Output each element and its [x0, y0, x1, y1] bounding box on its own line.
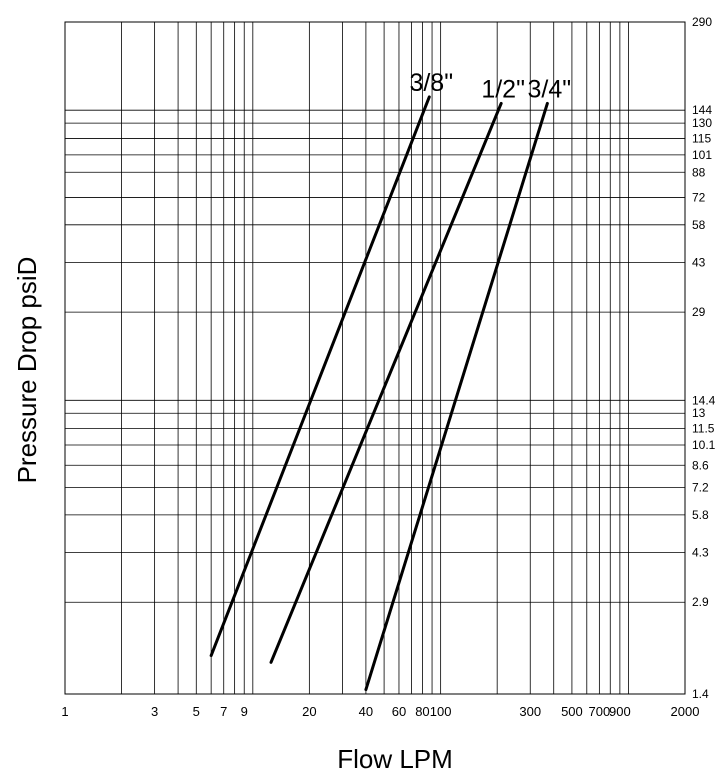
y-tick-label: 13: [692, 406, 706, 420]
series-line: [209, 95, 431, 658]
plot-frame: [64, 21, 686, 695]
y-tick-label: 7.2: [692, 481, 709, 495]
y-tick-label: 11.5: [692, 422, 715, 436]
x-tick-label: 1: [61, 704, 68, 719]
series-label: 3/8": [409, 69, 453, 97]
series-label: 3/4": [528, 75, 572, 103]
x-tick-label: 100: [430, 704, 452, 719]
x-tick-label: 900: [609, 704, 631, 719]
x-tick-label: 7: [220, 704, 227, 719]
series-line: [269, 101, 503, 664]
y-tick-label: 290: [692, 15, 712, 29]
x-tick-label: 500: [561, 704, 583, 719]
series-lines: [209, 95, 549, 692]
grid: [65, 21, 685, 695]
x-tick-label: 80: [415, 704, 429, 719]
series-line: [364, 101, 549, 692]
y-tick-label: 14.4: [692, 393, 716, 407]
series-labels: 3/8" 1/2" 3/4": [409, 69, 571, 103]
y-tick-label: 101: [692, 148, 712, 162]
x-tick-label: 20: [302, 704, 316, 719]
y-tick-label: 58: [692, 218, 706, 232]
x-tick-label: 40: [359, 704, 373, 719]
y-tick-label: 130: [692, 116, 712, 130]
y-tick-label: 115: [692, 132, 711, 146]
x-tick-label: 2000: [671, 704, 700, 719]
y-tick-label: 144: [692, 103, 712, 117]
x-tick-label: 9: [241, 704, 248, 719]
x-tick-label: 60: [392, 704, 406, 719]
y-tick-label: 5.8: [692, 508, 709, 522]
y-tick-label: 4.3: [692, 546, 709, 560]
y-tick-label: 29: [692, 305, 706, 319]
x-tick-label: 5: [193, 704, 200, 719]
y-tick-label: 8.6: [692, 458, 709, 472]
y-tick-label: 1.4: [692, 687, 709, 701]
series-label: 1/2": [481, 75, 525, 103]
y-tick-label: 72: [692, 191, 706, 205]
y-axis-label: Pressure Drop psiD: [12, 257, 42, 484]
y-tick-label: 43: [692, 255, 706, 269]
x-axis-label: Flow LPM: [337, 744, 453, 774]
x-tick-label: 300: [519, 704, 541, 719]
y-tick-label: 10.1: [692, 438, 716, 452]
x-tick-label: 3: [151, 704, 158, 719]
x-tick-label: 700: [589, 704, 611, 719]
y-tick-label: 88: [692, 165, 706, 179]
y-tick-label: 2.9: [692, 595, 709, 609]
